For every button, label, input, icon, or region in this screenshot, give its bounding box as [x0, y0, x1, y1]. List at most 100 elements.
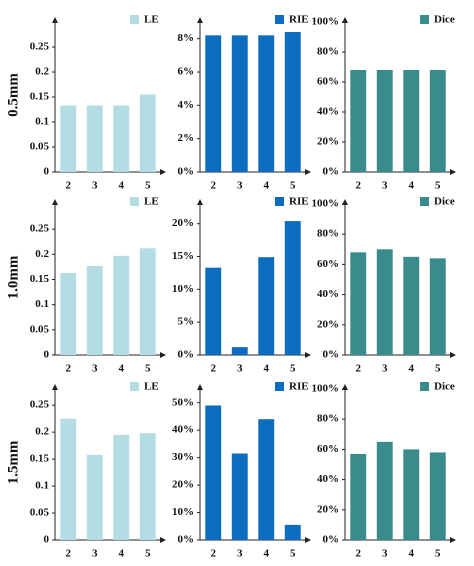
bar	[258, 419, 275, 540]
y-tick-label: 0.2	[35, 248, 49, 260]
legend-swatch	[130, 15, 139, 24]
y-tick-label: 60%	[317, 443, 339, 455]
legend-label: Dice	[434, 14, 455, 26]
bar	[231, 453, 248, 540]
x-tick-label: 4	[264, 548, 270, 560]
y-tick-label: 20%	[172, 217, 194, 229]
x-tick-label: 5	[290, 180, 296, 192]
bar	[231, 35, 248, 173]
y-axis-arrow	[52, 384, 58, 390]
y-axis-arrow	[342, 17, 348, 23]
y-tick-label: 0%	[323, 534, 340, 546]
y-tick-label: 20%	[172, 479, 194, 491]
x-axis-arrow	[450, 352, 456, 358]
y-tick-label: 0.15	[30, 453, 50, 465]
y-tick-label: 0.15	[30, 91, 50, 103]
legend-swatch	[420, 15, 429, 24]
x-axis-arrow	[305, 537, 311, 543]
x-axis-arrow	[160, 352, 166, 358]
y-tick-label: 0%	[323, 349, 340, 361]
x-tick-label: 2	[356, 363, 362, 375]
x-tick-label: 4	[264, 363, 270, 375]
x-axis-arrow	[160, 169, 166, 175]
y-tick-label: 0%	[178, 534, 195, 546]
bar	[205, 267, 222, 355]
y-tick-label: 10%	[172, 283, 194, 295]
y-tick-label: 2%	[178, 132, 195, 144]
y-tick-label: 40%	[317, 288, 339, 300]
y-tick-label: 0.25	[30, 41, 50, 53]
bar	[205, 405, 222, 540]
y-tick-label: 40%	[317, 106, 339, 118]
x-tick-label: 3	[92, 180, 98, 192]
x-tick-label: 4	[119, 363, 125, 375]
legend-label: RIE	[289, 381, 309, 393]
y-tick-label: 20%	[317, 318, 339, 330]
legend-swatch	[420, 382, 429, 391]
bar	[376, 441, 393, 540]
legend-swatch	[420, 197, 429, 206]
x-tick-label: 5	[435, 180, 441, 192]
x-tick-label: 3	[382, 548, 388, 560]
bar	[139, 94, 156, 172]
y-tick-label: 50%	[172, 396, 194, 408]
x-tick-label: 5	[290, 363, 296, 375]
x-tick-label: 4	[409, 180, 415, 192]
y-tick-label: 0.2	[35, 66, 49, 78]
y-tick-label: 100%	[312, 383, 340, 395]
x-tick-label: 5	[435, 548, 441, 560]
y-tick-label: 0.1	[35, 298, 49, 310]
x-tick-label: 4	[264, 180, 270, 192]
y-tick-label: 0.2	[35, 426, 49, 438]
y-tick-label: 0	[44, 349, 50, 361]
x-tick-label: 4	[119, 180, 125, 192]
y-tick-label: 0.25	[30, 223, 50, 235]
bar	[86, 105, 103, 172]
y-tick-label: 20%	[317, 503, 339, 515]
legend-swatch	[275, 382, 284, 391]
bar	[113, 105, 130, 172]
y-tick-label: 0	[44, 166, 50, 178]
x-tick-label: 2	[211, 548, 217, 560]
y-tick-label: 0.1	[35, 480, 49, 492]
y-tick-label: 4%	[178, 99, 195, 111]
x-tick-label: 5	[145, 363, 151, 375]
y-tick-label: 20%	[317, 136, 339, 148]
bar	[284, 221, 301, 355]
x-tick-label: 3	[382, 363, 388, 375]
y-tick-label: 8%	[178, 32, 195, 44]
y-tick-label: 0.15	[30, 273, 50, 285]
bar	[139, 248, 156, 355]
x-tick-label: 2	[356, 180, 362, 192]
y-axis-arrow	[52, 17, 58, 23]
y-tick-label: 100%	[312, 198, 340, 210]
x-axis-arrow	[450, 537, 456, 543]
bar	[86, 454, 103, 540]
row-label: 0.5mm	[5, 73, 21, 117]
bar	[60, 272, 77, 355]
x-tick-label: 3	[382, 180, 388, 192]
y-tick-label: 40%	[317, 473, 339, 485]
bar	[350, 453, 367, 540]
legend-label: Dice	[434, 381, 455, 393]
y-tick-label: 0.05	[30, 323, 50, 335]
legend-swatch	[130, 382, 139, 391]
x-tick-label: 5	[290, 548, 296, 560]
x-tick-label: 5	[145, 180, 151, 192]
x-tick-label: 2	[211, 180, 217, 192]
legend-label: Dice	[434, 196, 455, 208]
y-tick-label: 0.05	[30, 507, 50, 519]
legend-label: LE	[144, 381, 159, 393]
y-tick-label: 0	[44, 534, 50, 546]
y-tick-label: 80%	[317, 228, 339, 240]
bar	[113, 434, 130, 540]
y-tick-label: 80%	[317, 413, 339, 425]
x-tick-label: 4	[409, 548, 415, 560]
bar	[205, 35, 222, 173]
y-tick-label: 0.1	[35, 116, 49, 128]
bar	[403, 256, 420, 355]
bar	[376, 249, 393, 355]
x-tick-label: 3	[237, 363, 243, 375]
x-tick-label: 2	[66, 548, 72, 560]
